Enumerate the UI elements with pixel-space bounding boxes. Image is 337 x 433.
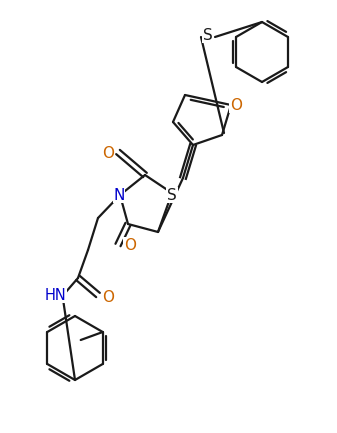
Text: O: O xyxy=(102,290,114,304)
Text: O: O xyxy=(102,146,114,162)
Text: N: N xyxy=(113,187,125,203)
Text: S: S xyxy=(203,28,213,42)
Text: O: O xyxy=(230,97,242,113)
Text: S: S xyxy=(167,187,177,203)
Text: HN: HN xyxy=(44,288,66,303)
Text: O: O xyxy=(124,237,136,252)
